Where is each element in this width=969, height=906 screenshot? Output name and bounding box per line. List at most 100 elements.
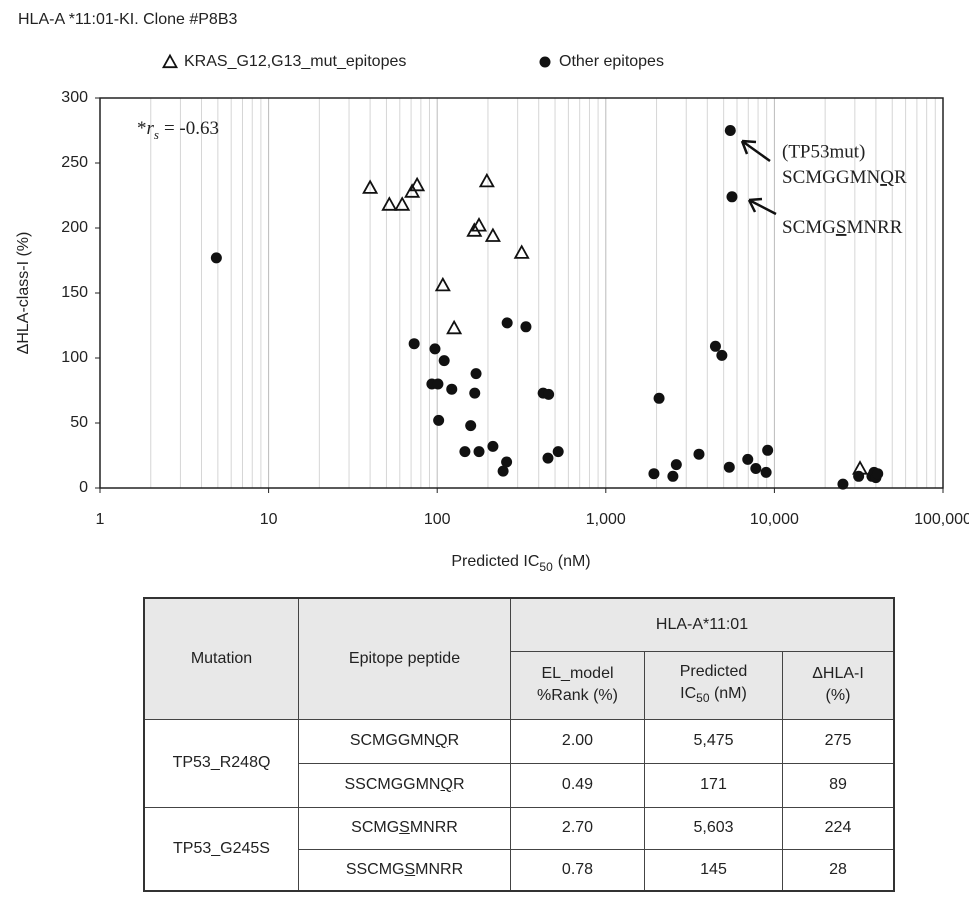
circle-marker (446, 383, 458, 395)
circle-marker (432, 378, 444, 390)
triangle-marker (513, 244, 530, 259)
triangle-marker (466, 222, 483, 237)
circle-marker (716, 349, 728, 361)
circle-marker (210, 252, 222, 264)
triangle-marker (362, 179, 379, 194)
y-tick-label: 150 (61, 284, 88, 301)
y-tick-label: 300 (61, 89, 88, 106)
circle-marker (742, 453, 754, 465)
x-tick-label: 1 (96, 511, 105, 528)
circle-marker (501, 456, 513, 468)
pep-before: SCMG (782, 217, 836, 238)
header-line: IC (680, 684, 697, 702)
y-tick-label: 0 (79, 479, 88, 496)
peptide-cell: SCMGGMNQR (298, 718, 511, 764)
y-tick-label: 100 (61, 349, 88, 366)
circle-marker (872, 468, 884, 480)
circle-marker (465, 420, 477, 432)
mutation-cell: TP53_R248Q (143, 718, 299, 808)
table-row: TP53_R248Q SCMGGMNQR 2.00 5,475 275 (143, 718, 895, 808)
circle-marker (653, 392, 665, 404)
header-cell: Epitope peptide (298, 597, 511, 720)
x-label-rest: (nM) (558, 553, 591, 570)
circle-marker (520, 321, 532, 333)
peptide-cell: SSCMGGMNQR (298, 762, 511, 808)
chart: HLA-A *11:01-KI. Clone #P8B3 Predicted I… (15, 11, 969, 574)
rs-prefix: * (137, 118, 147, 139)
triangle-marker (478, 172, 495, 188)
circle-marker (667, 470, 679, 482)
peptide-part: SCMG (351, 819, 400, 836)
x-axis-label: Predicted IC50 (nM) (451, 553, 590, 574)
circle-marker (837, 478, 849, 490)
circle-marker (552, 446, 564, 458)
circle-marker (501, 317, 513, 329)
circle-marker (760, 466, 772, 478)
peptide-part: R (447, 732, 460, 749)
x-tick-label: 100 (424, 511, 451, 528)
table-row: SSCMGGMNQR 0.49 171 89 (144, 762, 895, 808)
peptide-mut: Q (435, 732, 448, 749)
table-row: TP53_G245S SCMGSMNRR 2.70 5,603 224 (143, 806, 895, 892)
peptide-part: MNRR (409, 819, 458, 836)
table-row: SSCMGSMNRR 0.78 145 28 (144, 848, 895, 892)
x-tick-label: 10 (260, 511, 278, 528)
legend-label: Other epitopes (559, 53, 664, 70)
header-line: ΔHLA-I (812, 665, 864, 682)
circle-marker (459, 446, 471, 458)
pep-after: MNRR (846, 217, 902, 238)
y-tick-label: 50 (70, 414, 88, 431)
ic50-cell: 5,603 (644, 806, 783, 850)
peptide-mut: Q (440, 776, 453, 793)
dhla-cell: 224 (782, 806, 895, 850)
header-cell: Predicted IC50 (nM) (644, 650, 783, 720)
circle-marker (433, 414, 445, 426)
peptide-part: SSCMGGMN (344, 776, 441, 793)
pep-before: SCMGGMN (782, 167, 880, 188)
circle-marker (709, 340, 721, 352)
triangle-marker (381, 196, 398, 211)
pep-mut: S (836, 217, 847, 238)
grid (99, 98, 944, 488)
header-line: (%) (825, 687, 851, 704)
peptide-mut: S (404, 860, 416, 878)
mutation-cell: TP53_G245S (143, 806, 299, 892)
x-label-main: Predicted IC (451, 553, 539, 570)
legend-item: Other epitopes (539, 53, 664, 70)
ic50-cell: 145 (644, 848, 783, 892)
ic50-cell: 5,475 (644, 718, 783, 764)
pep-after: R (894, 167, 907, 188)
header-line: Predicted (679, 662, 748, 680)
arrows (740, 139, 777, 216)
rs-annotation: *rs = -0.63 (137, 118, 219, 142)
x-tick-label: 100,000 (914, 511, 969, 528)
circle-marker (470, 368, 482, 380)
triangle-marker (470, 217, 488, 232)
x-tick-label: 10,000 (750, 511, 799, 528)
rank-cell: 0.78 (510, 848, 645, 892)
triangle-marker (446, 319, 463, 335)
circle-marker (542, 452, 554, 464)
circle-marker (429, 343, 441, 355)
header-line: %Rank (%) (537, 687, 618, 704)
dhla-cell: 275 (782, 718, 895, 764)
circle-marker (693, 448, 705, 460)
y-axis-label: ΔHLA-class-I (%) (15, 232, 32, 355)
header-cell: Mutation (143, 597, 299, 720)
rank-cell: 2.00 (510, 718, 645, 764)
x-tick-label: 1,000 (586, 511, 626, 528)
circle-marker (853, 470, 865, 482)
peptide-cell: SSCMGSMNRR (298, 848, 511, 892)
circle-marker (438, 355, 450, 367)
pep-mut: Q (880, 167, 894, 188)
triangle-marker (394, 196, 411, 211)
peptide-mut: S (399, 819, 410, 836)
header-cell: HLA-A*11:01 (510, 597, 895, 652)
circle-marker (723, 461, 735, 473)
header-sub: 50 (696, 691, 710, 706)
legend-item: KRAS_G12,G13_mut_epitopes (161, 53, 406, 70)
header-line: (nM) (713, 684, 747, 702)
rs-symbol: r (147, 118, 155, 139)
x-label-sub: 50 (539, 560, 553, 574)
rank-cell: 2.70 (510, 806, 645, 850)
